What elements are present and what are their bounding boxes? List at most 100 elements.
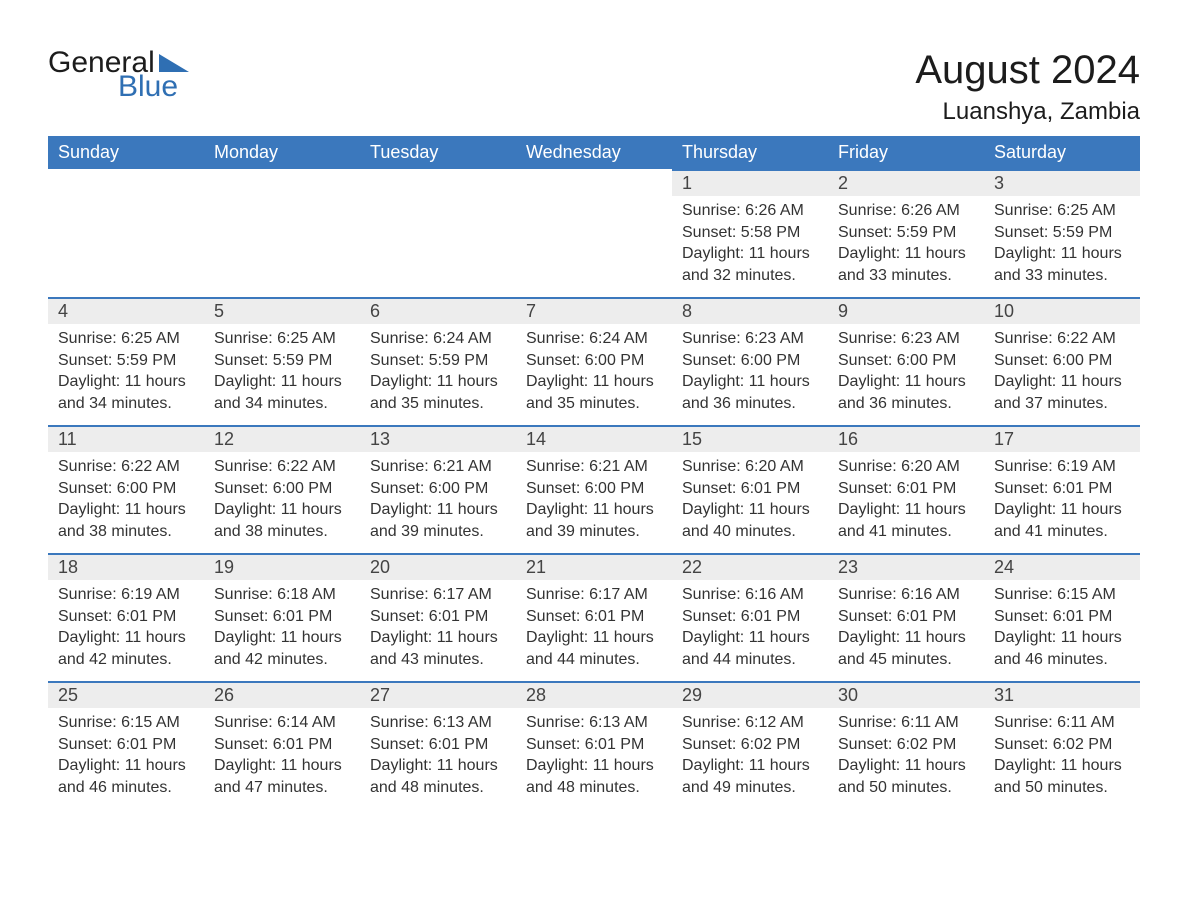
day-details: Sunrise: 6:17 AMSunset: 6:01 PMDaylight:… [360,580,516,670]
calendar-day [516,169,672,297]
daylight-text: Daylight: 11 hours and 49 minutes. [682,755,818,798]
daylight-text: Daylight: 11 hours and 37 minutes. [994,371,1130,414]
daylight-text: Daylight: 11 hours and 48 minutes. [370,755,506,798]
sunrise-text: Sunrise: 6:23 AM [682,328,818,350]
sunset-text: Sunset: 6:00 PM [370,478,506,500]
day-number: 8 [672,297,828,324]
calendar-day: 2Sunrise: 6:26 AMSunset: 5:59 PMDaylight… [828,169,984,297]
sunrise-text: Sunrise: 6:19 AM [58,584,194,606]
day-details: Sunrise: 6:25 AMSunset: 5:59 PMDaylight:… [984,196,1140,286]
calendar-day: 17Sunrise: 6:19 AMSunset: 6:01 PMDayligh… [984,425,1140,553]
day-details: Sunrise: 6:20 AMSunset: 6:01 PMDaylight:… [672,452,828,542]
sunset-text: Sunset: 5:59 PM [214,350,350,372]
sunrise-text: Sunrise: 6:25 AM [58,328,194,350]
sunrise-text: Sunrise: 6:25 AM [994,200,1130,222]
day-number: 5 [204,297,360,324]
day-number: 30 [828,681,984,708]
sunset-text: Sunset: 6:01 PM [994,478,1130,500]
sunrise-text: Sunrise: 6:16 AM [838,584,974,606]
calendar-week: 25Sunrise: 6:15 AMSunset: 6:01 PMDayligh… [48,681,1140,809]
calendar-header-cell: Sunday [48,136,204,169]
calendar-day: 22Sunrise: 6:16 AMSunset: 6:01 PMDayligh… [672,553,828,681]
sunset-text: Sunset: 6:00 PM [682,350,818,372]
day-details: Sunrise: 6:15 AMSunset: 6:01 PMDaylight:… [48,708,204,798]
day-number: 9 [828,297,984,324]
calendar-day: 9Sunrise: 6:23 AMSunset: 6:00 PMDaylight… [828,297,984,425]
daylight-text: Daylight: 11 hours and 40 minutes. [682,499,818,542]
calendar-day: 27Sunrise: 6:13 AMSunset: 6:01 PMDayligh… [360,681,516,809]
day-number: 11 [48,425,204,452]
daylight-text: Daylight: 11 hours and 34 minutes. [214,371,350,414]
day-number: 26 [204,681,360,708]
sunrise-text: Sunrise: 6:17 AM [370,584,506,606]
calendar-day: 19Sunrise: 6:18 AMSunset: 6:01 PMDayligh… [204,553,360,681]
sunset-text: Sunset: 6:00 PM [214,478,350,500]
sunrise-text: Sunrise: 6:26 AM [838,200,974,222]
sunset-text: Sunset: 6:01 PM [682,478,818,500]
sunset-text: Sunset: 6:01 PM [838,478,974,500]
day-details: Sunrise: 6:11 AMSunset: 6:02 PMDaylight:… [828,708,984,798]
day-details: Sunrise: 6:26 AMSunset: 5:58 PMDaylight:… [672,196,828,286]
daylight-text: Daylight: 11 hours and 41 minutes. [994,499,1130,542]
calendar-header-cell: Friday [828,136,984,169]
daylight-text: Daylight: 11 hours and 33 minutes. [994,243,1130,286]
sunset-text: Sunset: 6:02 PM [994,734,1130,756]
calendar-day: 15Sunrise: 6:20 AMSunset: 6:01 PMDayligh… [672,425,828,553]
page-title: August 2024 [915,48,1140,92]
day-number: 28 [516,681,672,708]
day-details: Sunrise: 6:24 AMSunset: 6:00 PMDaylight:… [516,324,672,414]
day-number: 6 [360,297,516,324]
calendar-day: 1Sunrise: 6:26 AMSunset: 5:58 PMDaylight… [672,169,828,297]
daylight-text: Daylight: 11 hours and 46 minutes. [58,755,194,798]
sunrise-text: Sunrise: 6:23 AM [838,328,974,350]
sunset-text: Sunset: 6:01 PM [214,606,350,628]
daylight-text: Daylight: 11 hours and 43 minutes. [370,627,506,670]
day-number: 3 [984,169,1140,196]
title-block: August 2024 Luanshya, Zambia [915,48,1140,126]
day-number: 16 [828,425,984,452]
sunrise-text: Sunrise: 6:17 AM [526,584,662,606]
topbar: General Blue August 2024 Luanshya, Zambi… [48,48,1140,126]
day-number: 20 [360,553,516,580]
sunset-text: Sunset: 6:00 PM [526,350,662,372]
day-details: Sunrise: 6:19 AMSunset: 6:01 PMDaylight:… [984,452,1140,542]
calendar-day: 6Sunrise: 6:24 AMSunset: 5:59 PMDaylight… [360,297,516,425]
calendar-day [360,169,516,297]
sunset-text: Sunset: 6:01 PM [370,734,506,756]
sunset-text: Sunset: 5:59 PM [994,222,1130,244]
sunrise-text: Sunrise: 6:21 AM [526,456,662,478]
day-number: 10 [984,297,1140,324]
daylight-text: Daylight: 11 hours and 50 minutes. [838,755,974,798]
sunrise-text: Sunrise: 6:13 AM [370,712,506,734]
day-number [204,169,360,194]
day-details: Sunrise: 6:16 AMSunset: 6:01 PMDaylight:… [672,580,828,670]
day-number: 17 [984,425,1140,452]
daylight-text: Daylight: 11 hours and 46 minutes. [994,627,1130,670]
daylight-text: Daylight: 11 hours and 39 minutes. [370,499,506,542]
sunset-text: Sunset: 6:00 PM [994,350,1130,372]
day-details: Sunrise: 6:18 AMSunset: 6:01 PMDaylight:… [204,580,360,670]
calendar-day [204,169,360,297]
day-number [516,169,672,194]
daylight-text: Daylight: 11 hours and 38 minutes. [214,499,350,542]
daylight-text: Daylight: 11 hours and 34 minutes. [58,371,194,414]
day-number: 23 [828,553,984,580]
calendar-header-cell: Saturday [984,136,1140,169]
calendar-day: 13Sunrise: 6:21 AMSunset: 6:00 PMDayligh… [360,425,516,553]
calendar-week: 4Sunrise: 6:25 AMSunset: 5:59 PMDaylight… [48,297,1140,425]
calendar-body: 1Sunrise: 6:26 AMSunset: 5:58 PMDaylight… [48,169,1140,809]
sunset-text: Sunset: 6:01 PM [994,606,1130,628]
daylight-text: Daylight: 11 hours and 38 minutes. [58,499,194,542]
day-details: Sunrise: 6:17 AMSunset: 6:01 PMDaylight:… [516,580,672,670]
sunrise-text: Sunrise: 6:24 AM [370,328,506,350]
day-number: 19 [204,553,360,580]
calendar-header-row: SundayMondayTuesdayWednesdayThursdayFrid… [48,136,1140,169]
sunset-text: Sunset: 6:01 PM [58,606,194,628]
sunrise-text: Sunrise: 6:20 AM [682,456,818,478]
calendar-header-cell: Monday [204,136,360,169]
sunrise-text: Sunrise: 6:24 AM [526,328,662,350]
logo: General Blue [48,48,189,102]
sunrise-text: Sunrise: 6:12 AM [682,712,818,734]
daylight-text: Daylight: 11 hours and 41 minutes. [838,499,974,542]
calendar-day: 30Sunrise: 6:11 AMSunset: 6:02 PMDayligh… [828,681,984,809]
